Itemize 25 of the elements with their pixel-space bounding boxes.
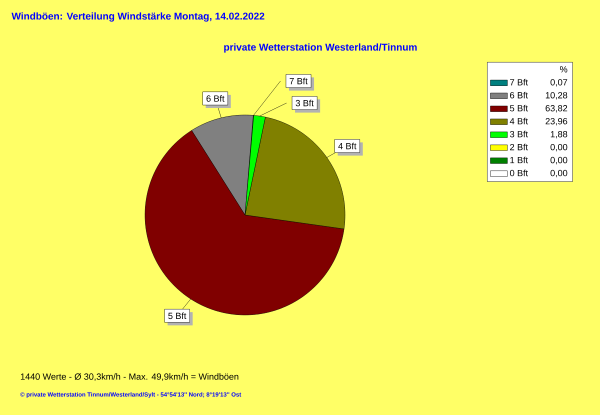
data-label: 1,88	[550, 130, 568, 138]
legend-label: 7 Bft	[510, 78, 528, 86]
text: 1440 Werte - Ø 30,3km/h - Max. 49,9km/h = Windböen	[20, 373, 238, 381]
legend-label: 1 Bft	[510, 156, 528, 164]
text: 0,00	[550, 156, 568, 164]
chart-subtitle: private Wetterstation Westerland/Tinnum	[224, 43, 417, 53]
text: 0,00	[550, 170, 568, 178]
data-label: 23,96	[546, 118, 568, 126]
data-label: 0,07	[550, 79, 568, 87]
legend-title: %	[560, 66, 568, 72]
chart-title: Windböen: Verteilung Windstärke Montag, 14.02.2022	[12, 12, 264, 22]
legend-label: 2 Bft	[510, 144, 528, 150]
data-label: 10,28	[546, 92, 568, 100]
slice-label: 6 Bft	[206, 95, 224, 102]
slice-label: 7 Bft	[290, 78, 308, 84]
data-label: 63,82	[546, 105, 568, 112]
legend-label: 3 Bft	[510, 130, 528, 138]
legend-label: 4 Bft	[510, 118, 528, 124]
text: 0,00	[550, 144, 568, 152]
slice-label: 5 Bft	[168, 312, 186, 320]
slice-label: 4 Bft	[338, 142, 356, 150]
legend-label: 6 Bft	[510, 92, 528, 98]
legend-label: 5 Bft	[510, 104, 528, 112]
slice-label: 3 Bft	[296, 100, 314, 106]
legend-label: 0 Bft	[510, 170, 528, 176]
